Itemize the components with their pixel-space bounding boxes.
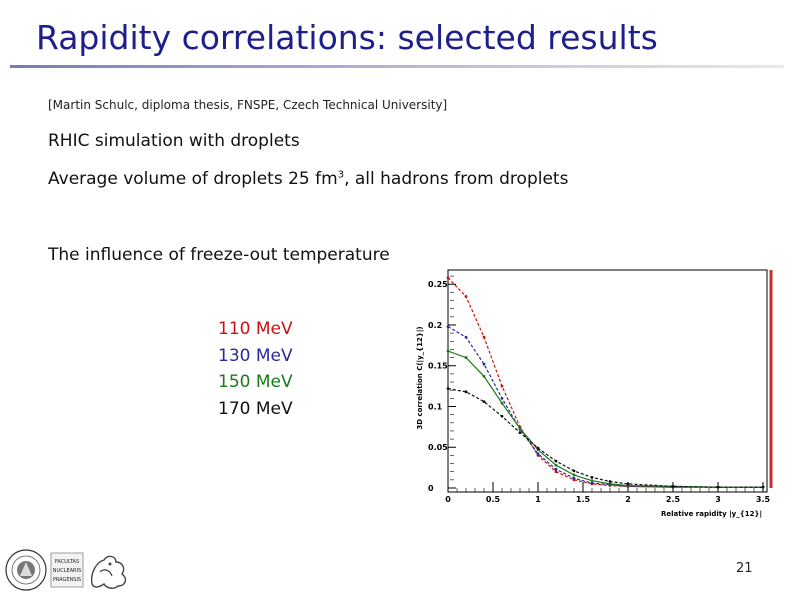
data-point: [536, 446, 540, 450]
y-tick-label: 0.2: [428, 321, 442, 330]
data-point: [590, 476, 594, 479]
y-tick-label: 0: [428, 484, 434, 493]
droplet-volume-suffix: , all hadrons from droplets: [344, 169, 569, 189]
logo-text-2: NUCLEARIS: [53, 568, 81, 574]
y-axis-label: 3D correlation C(|y_{12}|): [416, 326, 425, 429]
series-line-110-mev: [447, 277, 763, 488]
x-tick-label: 2.5: [666, 495, 681, 504]
x-tick-label: 2: [625, 495, 631, 504]
data-point: [464, 356, 468, 359]
data-point: [572, 473, 576, 477]
data-point: [554, 470, 558, 474]
data-point: [482, 362, 486, 366]
legend-130: 130 MeV: [218, 345, 293, 366]
legend-170: 170 MeV: [218, 398, 293, 419]
bullet-freeze-out: The influence of freeze-out temperature: [48, 245, 390, 265]
droplet-volume-text: Average volume of droplets 25 fm: [48, 169, 338, 189]
y-tick-label: 0.15: [428, 362, 448, 371]
data-point: [554, 459, 558, 463]
data-point: [482, 400, 486, 403]
page-number: 21: [736, 561, 753, 576]
x-tick-label: 0.5: [486, 495, 501, 504]
x-axis-label: Relative rapidity |y_{12}|: [661, 510, 762, 519]
slide-title: Rapidity correlations: selected results: [36, 18, 658, 57]
lion-emblem-logo: [90, 555, 127, 589]
data-point: [554, 463, 558, 467]
data-point: [500, 401, 504, 405]
data-point: [482, 374, 486, 378]
university-seal-logo: [5, 549, 47, 591]
logo-text-1: FACULTAS: [55, 559, 79, 565]
data-point: [500, 414, 504, 418]
data-point: [464, 295, 468, 298]
x-tick-label: 3.5: [756, 495, 771, 504]
exponent: 3: [337, 169, 345, 181]
axis-ticks: 0 0.5 1 1.5 2 2.5 3 3.5 0 0.05 0.1 0.15 0.2 0.25: [428, 275, 771, 504]
data-point: [590, 481, 594, 485]
y-tick-label: 0.25: [428, 280, 448, 289]
data-point: [464, 390, 468, 394]
x-tick-label: 0: [445, 495, 451, 504]
x-tick-label: 1: [535, 495, 541, 504]
data-point: [554, 467, 558, 471]
data-point: [761, 485, 765, 489]
y-tick-label: 0.1: [428, 402, 443, 411]
bullet-simulation: RHIC simulation with droplets: [48, 131, 300, 151]
data-point: [500, 396, 504, 400]
data-point: [608, 482, 612, 486]
logo-text-3: PRAGENSIS: [53, 577, 81, 583]
temperature-legend: 110 MeV 130 MeV 150 MeV 170 MeV: [218, 316, 293, 422]
data-point: [572, 469, 576, 473]
data-point: [500, 384, 504, 388]
data-point: [671, 484, 675, 488]
data-point: [446, 387, 450, 390]
series-line-130-mev: [447, 326, 763, 488]
data-point: [446, 349, 450, 353]
data-point: [716, 485, 720, 489]
data-point: [482, 335, 486, 339]
data-point: [446, 325, 450, 329]
x-tick-label: 3: [715, 495, 721, 504]
data-point: [518, 431, 522, 434]
series-line-170-mev: [447, 388, 763, 488]
data-point: [572, 476, 576, 480]
data-point: [518, 427, 522, 430]
data-point: [464, 335, 468, 339]
y-tick-label: 0.05: [428, 443, 448, 452]
series-layer: [446, 276, 765, 489]
title-underline: [10, 65, 784, 68]
faculty-text-logo: FACULTAS NUCLEARIS PRAGENSIS: [50, 552, 84, 588]
correlation-plot: 0 0.5 1 1.5 2 2.5 3 3.5 0 0.05 0.1 0.15 0.2 0.25 3D c…: [408, 262, 778, 520]
x-tick-label: 1.5: [576, 495, 591, 504]
data-point: [626, 482, 630, 486]
data-point: [446, 276, 450, 280]
source-citation: [Martin Schulc, diploma thesis, FNSPE, C…: [48, 98, 448, 112]
bullet-droplet-volume: Average volume of droplets 25 fm3, all h…: [48, 169, 568, 189]
data-point: [536, 452, 540, 456]
legend-110: 110 MeV: [218, 319, 293, 339]
plot-frame: [447, 269, 768, 493]
data-point: [590, 479, 594, 483]
data-point: [608, 480, 612, 483]
legend-150: 150 MeV: [218, 372, 293, 392]
